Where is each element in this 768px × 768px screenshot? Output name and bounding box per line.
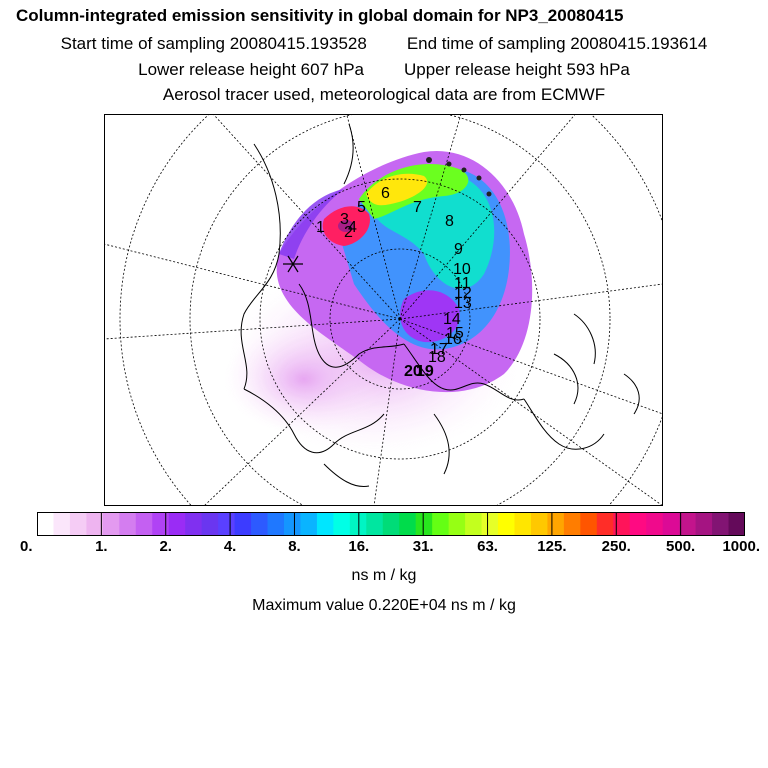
release-heights: Lower release height 607 hPa Upper releas… <box>0 60 768 80</box>
plume-label: 20 <box>404 363 422 380</box>
plume-label: 12 <box>454 285 472 302</box>
plume-label: 18 <box>428 349 446 366</box>
colorbar-cell <box>399 512 417 536</box>
plume-violet-core <box>400 290 460 343</box>
colorbar-cell <box>316 512 334 536</box>
plume-label: 3 <box>340 211 349 228</box>
plot-title: Column-integrated emission sensitivity i… <box>16 6 624 25</box>
colorbar-cell <box>530 512 549 536</box>
upper-release-height: Upper release height 593 hPa <box>404 60 630 79</box>
colorbar-cell <box>728 512 745 536</box>
plume-label: 14 <box>443 311 461 328</box>
colorbar-cell <box>580 512 598 536</box>
tracer-info: Aerosol tracer used, meteorological data… <box>162 85 606 104</box>
colorbar-cell <box>679 512 697 536</box>
colorbar-tick-label: 2. <box>159 538 172 555</box>
colorbar-cell <box>498 512 516 536</box>
colorbar-cell <box>547 512 565 536</box>
colorbar-tick-label: 500. <box>666 538 696 555</box>
colorbar-cell <box>465 512 483 536</box>
colorbar-cell <box>712 512 730 536</box>
plume-label: 4 <box>348 219 357 236</box>
colorbar-cell <box>646 512 664 536</box>
colorbar-cell <box>267 512 285 536</box>
colorbar-cell <box>382 512 400 536</box>
colorbar-tick-label: 16. <box>348 538 370 555</box>
colorbar-cell <box>448 512 466 536</box>
sampling-times: Start time of sampling 20080415.193528 En… <box>0 34 768 54</box>
plume-field <box>224 150 533 454</box>
colorbar-cell <box>53 512 71 536</box>
plume-label: 6 <box>381 185 390 202</box>
plume-label: 7 <box>413 199 422 216</box>
colorbar-tick-label: 125. <box>537 538 567 555</box>
colorbar <box>37 512 745 536</box>
colorbar-cell <box>514 512 532 536</box>
plume-label: 11 <box>454 275 471 292</box>
plume-centroids <box>426 157 492 197</box>
plume-label: 1 <box>316 219 325 236</box>
plume-max-region <box>338 220 354 232</box>
colorbar-cell <box>662 512 680 536</box>
colorbar-cell <box>135 512 153 536</box>
colorbar-cell <box>234 512 252 536</box>
colorbar-cell <box>86 512 104 536</box>
maximum-value: Maximum value 0.220E+04 ns m / kg <box>252 597 516 614</box>
colorbar-cell <box>119 512 137 536</box>
colorbar-cell <box>69 512 87 536</box>
plume-label: 10 <box>453 261 471 278</box>
colorbar-cell <box>218 512 236 536</box>
colorbar-cell <box>695 512 713 536</box>
plume-label: 19 <box>416 363 434 380</box>
colorbar-cell <box>168 512 186 536</box>
plume-label: 13 <box>454 295 472 312</box>
colorbar-cell <box>37 512 55 536</box>
colorbar-cell <box>251 512 269 536</box>
plume-label: 17 <box>430 341 448 358</box>
lower-release-height: Lower release height 607 hPa <box>138 60 364 79</box>
colorbar-tick-label: 8. <box>288 538 301 555</box>
colorbar-tick-label: 4. <box>223 538 237 555</box>
colorbar-cell <box>366 512 384 536</box>
colorbar-tick-label: 31. <box>412 538 434 555</box>
plume-label: 2 <box>344 224 353 241</box>
colorbar-cell <box>102 512 120 536</box>
colorbar-tick-label: 250. <box>601 538 631 555</box>
colorbar-cell <box>613 512 631 536</box>
colorbar-cell <box>333 512 351 536</box>
release-location-marker <box>283 255 303 273</box>
plume-label: 16 <box>444 331 462 348</box>
colorbar-frame <box>37 512 745 536</box>
plume-label: 9 <box>454 241 463 258</box>
start-time: Start time of sampling 20080415.193528 <box>60 34 367 53</box>
colorbar-cell <box>629 512 647 536</box>
colorbar-cell <box>152 512 170 536</box>
plume-label: 15 <box>446 325 464 342</box>
colorbar-tick-label: 1. <box>95 538 108 555</box>
end-time: End time of sampling 20080415.193614 <box>406 34 708 53</box>
colorbar-cell <box>415 512 433 536</box>
colorbar-cell <box>432 512 450 536</box>
colorbar-cell <box>201 512 219 536</box>
plume-yellow-region <box>366 173 428 206</box>
colorbar-tick-label: 63. <box>477 538 498 555</box>
graticule <box>104 114 663 506</box>
colorbar-cell <box>596 512 614 536</box>
colorbar-cell <box>563 512 581 536</box>
plume-label: 5 <box>357 199 366 216</box>
colorbar-tick-label: 1000. <box>722 538 760 555</box>
colorbar-units: ns m / kg <box>351 567 417 584</box>
plume-label: 8 <box>445 213 454 230</box>
coastlines <box>240 123 640 488</box>
colorbar-cell <box>283 512 302 536</box>
colorbar-cell <box>185 512 203 536</box>
colorbar-tick-label: 0. <box>20 538 33 555</box>
colorbar-cell <box>300 512 318 536</box>
colorbar-cell <box>481 512 499 536</box>
